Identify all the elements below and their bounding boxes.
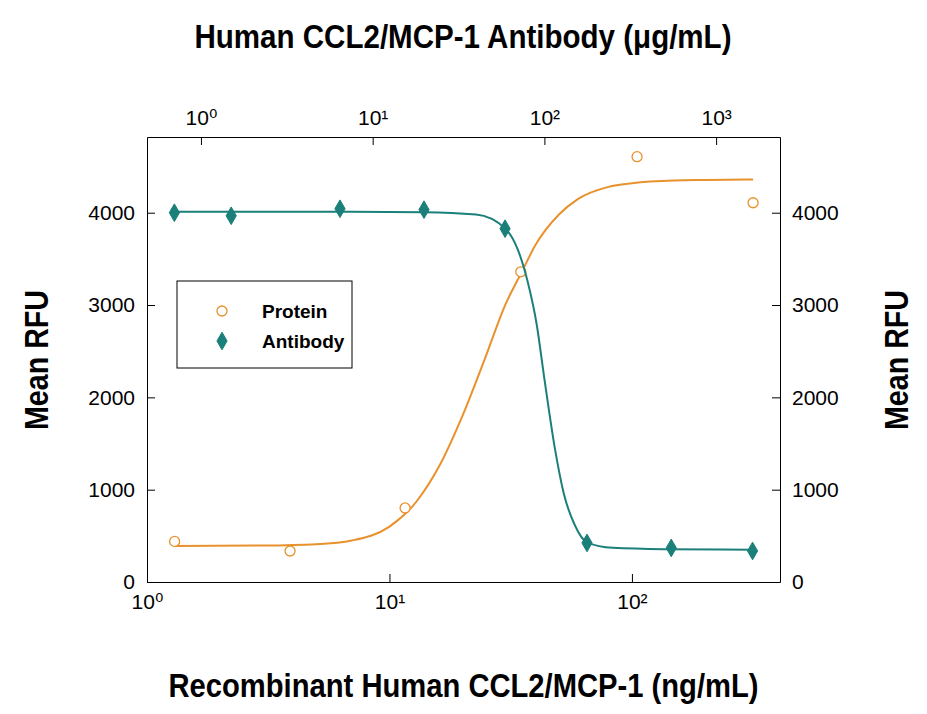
y-axis-line (147, 138, 148, 583)
tick: 3000 (772, 293, 839, 316)
tick: 2000 (772, 386, 839, 409)
point (666, 539, 676, 557)
tick: 1000 (772, 478, 839, 501)
tick-mark (147, 213, 155, 214)
legend-symbol (217, 306, 227, 316)
y2-axis-line (780, 138, 781, 583)
tick-label: 4000 (88, 201, 135, 224)
y2-axis: 0 1000 2000 3000 4000 (772, 138, 839, 594)
point (226, 207, 236, 225)
x2-axis-title: Human CCL2/MCP-1 Antibody (μg/mL) (195, 17, 732, 55)
tick-label: 1000 (88, 478, 135, 501)
tick-label: 1000 (792, 478, 839, 501)
legend-label: Antibody (262, 331, 345, 352)
tick-label: 3000 (792, 293, 839, 316)
legend: Protein Antibody (177, 281, 352, 368)
x-axis-title: Recombinant Human CCL2/MCP-1 (ng/mL) (169, 666, 759, 704)
tick-mark (201, 137, 202, 145)
tick: 0 (772, 570, 804, 593)
tick-label: 10¹ (358, 106, 388, 129)
y-axis-title: Mean RFU (17, 290, 55, 430)
tick-mark (389, 574, 390, 582)
x-axis: 10⁰ 10¹ 10² (132, 574, 781, 613)
point (170, 536, 180, 546)
tick-mark (632, 574, 633, 582)
tick-mark (147, 305, 155, 306)
tick: 3000 (88, 293, 155, 316)
tick-label: 10² (530, 106, 560, 129)
point (747, 542, 757, 560)
tick-mark (544, 137, 545, 145)
tick: 10² (617, 574, 647, 613)
tick-label: 4000 (792, 201, 839, 224)
fit-curve (174, 212, 752, 550)
tick-mark (716, 137, 717, 145)
tick-label: 2000 (792, 386, 839, 409)
point (582, 534, 592, 552)
tick-mark (772, 582, 780, 583)
tick-label: 10³ (701, 106, 731, 129)
tick-label: 3000 (88, 293, 135, 316)
tick: 10⁰ (186, 106, 218, 145)
tick-label: 0 (792, 570, 804, 593)
tick-mark (772, 397, 780, 398)
tick-label: 0 (123, 570, 135, 593)
tick: 0 (123, 570, 155, 593)
x2-axis-line (148, 137, 781, 138)
tick-mark (147, 397, 155, 398)
point (748, 198, 758, 208)
tick: 4000 (772, 201, 839, 224)
y2-axis-title: Mean RFU (877, 290, 915, 430)
tick: 10¹ (358, 106, 388, 145)
legend-box (177, 281, 352, 368)
tick-mark (147, 582, 155, 583)
tick: 10¹ (375, 574, 405, 613)
tick-label: 10⁰ (186, 106, 218, 129)
tick: 10³ (701, 106, 731, 145)
tick-label: 2000 (88, 386, 135, 409)
tick-label: 10¹ (375, 590, 405, 613)
legend-symbol (217, 332, 227, 350)
point (419, 201, 429, 219)
legend-label: Protein (262, 301, 327, 322)
fit-curve (175, 179, 753, 546)
tick-label: 10⁰ (132, 590, 164, 613)
point (285, 546, 295, 556)
point (335, 200, 345, 218)
tick-mark (373, 137, 374, 145)
tick-mark (772, 213, 780, 214)
point (169, 204, 179, 222)
data-layer (169, 152, 758, 560)
tick-mark (147, 490, 155, 491)
y-axis: 0 1000 2000 3000 4000 (88, 138, 155, 594)
point (632, 152, 642, 162)
point (500, 220, 510, 238)
tick: 1000 (88, 478, 155, 501)
tick-mark (772, 305, 780, 306)
x-axis-line (148, 582, 781, 583)
tick: 4000 (88, 201, 155, 224)
x2-axis: 10⁰ 10¹ 10² 10³ (148, 106, 781, 145)
tick-mark (772, 490, 780, 491)
tick: 2000 (88, 386, 155, 409)
point (400, 503, 410, 513)
tick-label: 10² (617, 590, 647, 613)
plot-area: 10⁰10¹10²10⁰10¹10²10³0100020003000400001… (88, 106, 838, 613)
tick: 10² (530, 106, 560, 145)
chart: 10⁰10¹10²10⁰10¹10²10³0100020003000400001… (0, 0, 927, 714)
